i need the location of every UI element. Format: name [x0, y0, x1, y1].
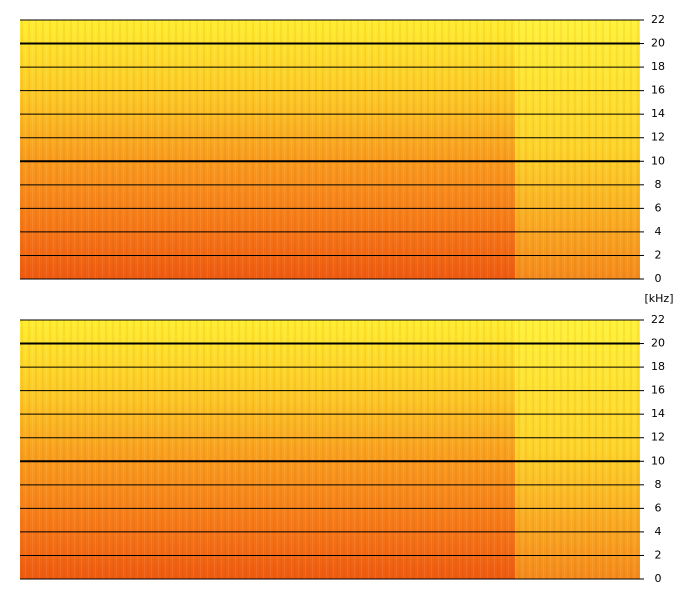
y-tick-label: 8 — [655, 478, 662, 491]
y-tick-label: 10 — [651, 454, 665, 467]
y-tick-label: 16 — [651, 84, 665, 97]
y-tick-label: 22 — [651, 313, 665, 326]
y-tick-label: 18 — [651, 360, 665, 373]
y-tick-label: 22 — [651, 13, 665, 26]
y-tick-label: 10 — [651, 154, 665, 167]
y-tick-label: 6 — [655, 201, 662, 214]
y-tick-label: 18 — [651, 60, 665, 73]
spectrogram-texture — [20, 320, 640, 579]
y-tick-label: 12 — [651, 431, 665, 444]
y-axis-label: [kHz] — [645, 292, 674, 305]
y-tick-label: 20 — [651, 37, 665, 50]
y-tick-label: 0 — [655, 572, 662, 585]
spectrogram-texture — [20, 20, 640, 279]
y-tick-label: 6 — [655, 501, 662, 514]
y-tick-label: 8 — [655, 178, 662, 191]
y-tick-label: 12 — [651, 131, 665, 144]
y-tick-label: 2 — [655, 248, 662, 261]
y-tick-label: 14 — [651, 407, 665, 420]
y-tick-label: 2 — [655, 548, 662, 561]
y-tick-label: 4 — [655, 525, 662, 538]
y-tick-label: 20 — [651, 337, 665, 350]
y-tick-label: 14 — [651, 107, 665, 120]
y-tick-label: 4 — [655, 225, 662, 238]
y-tick-label: 16 — [651, 384, 665, 397]
y-tick-label: 0 — [655, 272, 662, 285]
